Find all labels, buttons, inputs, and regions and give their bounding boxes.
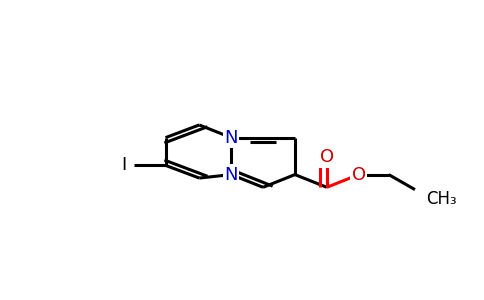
Text: O: O <box>320 148 334 166</box>
Text: N: N <box>225 166 238 184</box>
Text: CH₃: CH₃ <box>426 190 457 208</box>
Text: N: N <box>225 129 238 147</box>
Text: O: O <box>352 166 366 184</box>
Text: I: I <box>121 156 126 174</box>
